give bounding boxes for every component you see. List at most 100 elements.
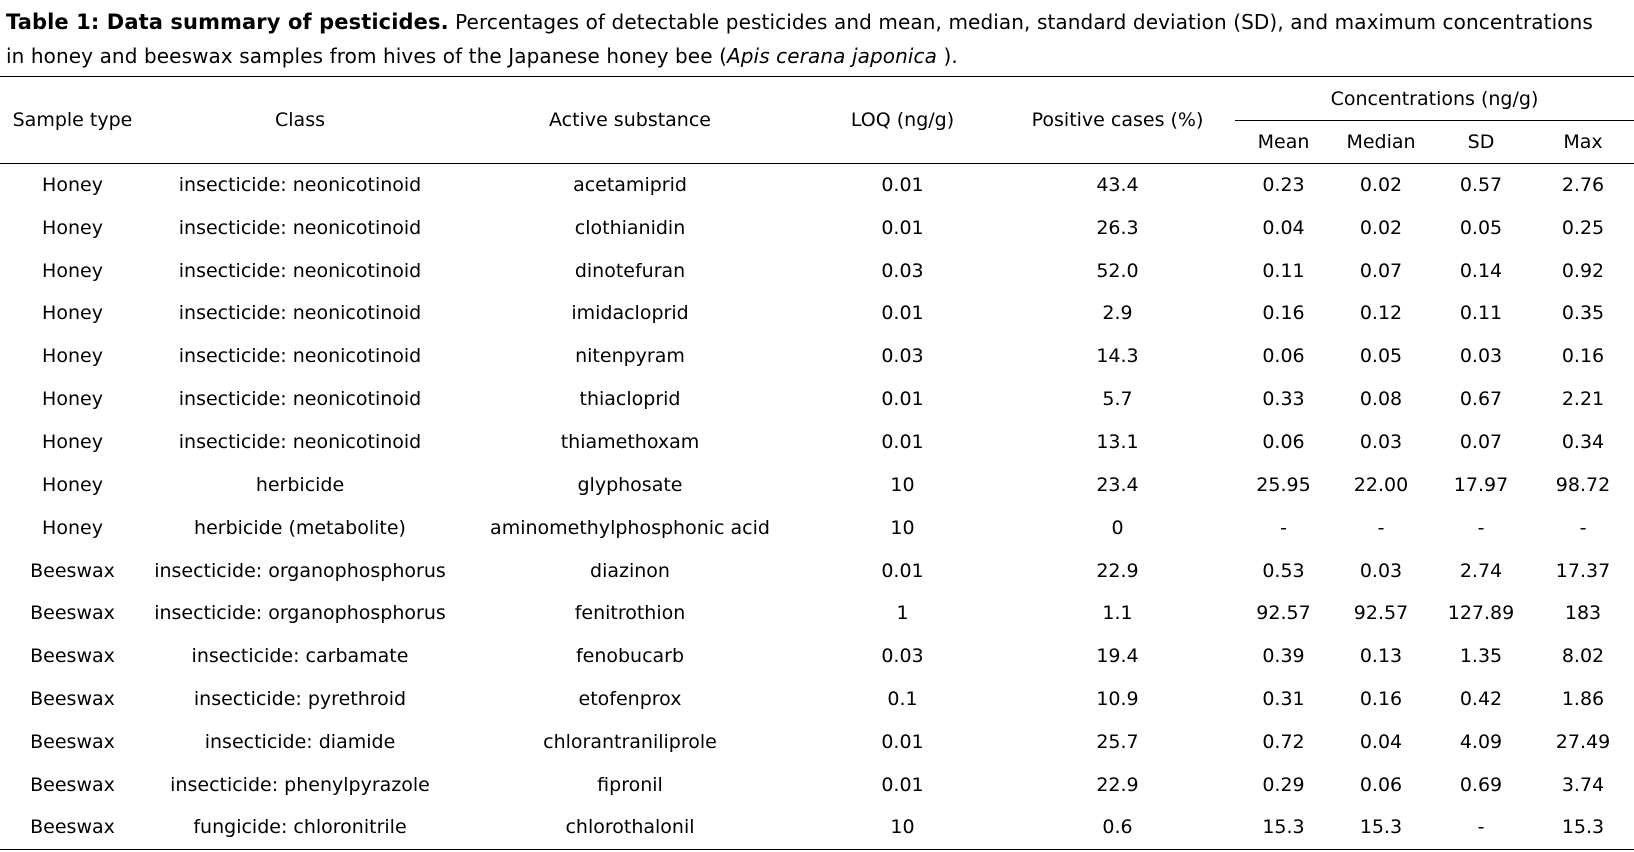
column-header-class: Class <box>145 76 455 164</box>
column-header-active-substance: Active substance <box>455 76 805 164</box>
cell-max: 1.86 <box>1561 688 1605 711</box>
cell-positive-cases: 13.1 <box>1096 430 1139 453</box>
cell-sample-type: Honey <box>42 259 103 282</box>
table-row: Honey insecticide: neonicotinoid thiametho… <box>0 421 1634 464</box>
column-group-concentrations: Concentrations (ng/g) <box>1235 76 1634 121</box>
table-caption: Table 1: Data summary of pesticides. Per… <box>0 0 1634 76</box>
cell-mean: 0.29 <box>1262 773 1305 796</box>
cell-loq: 0.01 <box>881 773 924 796</box>
caption-title: Table 1: Data summary of pesticides. <box>6 10 449 34</box>
cell-positive-cases: 52.0 <box>1096 259 1139 282</box>
cell-class: insecticide: diamide <box>204 730 396 753</box>
cell-sample-type: Honey <box>42 216 103 239</box>
cell-positive-cases: 22.9 <box>1096 773 1139 796</box>
cell-class: insecticide: neonicotinoid <box>178 302 422 325</box>
cell-max: 0.35 <box>1561 302 1605 325</box>
header-row-main: Sample type Class Active substance LOQ (… <box>0 76 1634 164</box>
cell-max: 0.92 <box>1561 259 1605 282</box>
caption-text: in honey and beeswax samples from hives … <box>6 44 727 68</box>
cell-class: insecticide: neonicotinoid <box>178 259 422 282</box>
cell-median: 0.03 <box>1359 559 1403 582</box>
pesticide-summary-table: Sample type Class Active substance LOQ (… <box>0 76 1634 850</box>
cell-loq: 0.01 <box>881 730 924 753</box>
column-header-positive-cases: Positive cases (%) <box>1000 76 1235 164</box>
cell-positive-cases: 2.9 <box>1102 302 1133 325</box>
cell-loq: 1 <box>896 602 909 625</box>
cell-active-substance: clothianidin <box>574 216 686 239</box>
cell-sample-type: Honey <box>42 430 103 453</box>
cell-class: insecticide: phenylpyrazole <box>170 773 430 796</box>
cell-median: 0.04 <box>1359 730 1403 753</box>
cell-sd: 0.57 <box>1459 174 1503 197</box>
cell-mean: 0.11 <box>1262 259 1305 282</box>
cell-sample-type: Beeswax <box>30 645 115 668</box>
cell-mean: - <box>1280 516 1287 539</box>
cell-mean: 25.95 <box>1256 473 1311 496</box>
cell-loq: 0.03 <box>881 345 924 368</box>
cell-active-substance: imidacloprid <box>571 302 689 325</box>
cell-mean: 92.57 <box>1256 602 1311 625</box>
table-row: Beeswax insecticide: diamide chlorantranil… <box>0 720 1634 763</box>
cell-median: - <box>1377 516 1385 539</box>
cell-sample-type: Honey <box>42 345 103 368</box>
table-row: Honey herbicide glyphosate 10 23.4 25.95 22.00… <box>0 463 1634 506</box>
cell-active-substance: acetamiprid <box>573 174 687 197</box>
cell-loq: 10 <box>890 516 915 539</box>
cell-median: 0.03 <box>1359 430 1403 453</box>
table-row: Beeswax insecticide: organophosphorus diaz… <box>0 549 1634 592</box>
caption-text: Percentages of detectable pesticides and… <box>448 10 1593 34</box>
cell-mean: 0.33 <box>1262 388 1305 411</box>
cell-max: 0.16 <box>1561 345 1605 368</box>
cell-sample-type: Honey <box>42 473 103 496</box>
column-header-mean: Mean <box>1235 120 1332 164</box>
cell-active-substance: chlorothalonil <box>455 806 805 850</box>
cell-positive-cases: 1.1 <box>1102 602 1133 625</box>
cell-median: 0.05 <box>1359 345 1403 368</box>
cell-positive-cases: 26.3 <box>1096 216 1139 239</box>
cell-positive-cases: 22.9 <box>1096 559 1139 582</box>
cell-max: 0.34 <box>1561 430 1605 453</box>
cell-sd: 0.67 <box>1459 388 1503 411</box>
cell-mean: 0.39 <box>1262 645 1305 668</box>
cell-positive-cases: 5.7 <box>1102 388 1133 411</box>
caption-line-2: in honey and beeswax samples from hives … <box>6 39 1628 73</box>
cell-class: fungicide: chloronitrile <box>145 806 455 850</box>
cell-class: herbicide <box>255 473 345 496</box>
cell-max: 183 <box>1564 602 1602 625</box>
cell-sd: 0.69 <box>1459 773 1503 796</box>
table-row: Beeswax insecticide: pyrethroid etofenprox… <box>0 678 1634 721</box>
cell-median: 0.16 <box>1359 688 1403 711</box>
cell-class: insecticide: neonicotinoid <box>178 216 422 239</box>
cell-sample-type: Beeswax <box>30 559 115 582</box>
table-row: Honey insecticide: neonicotinoid thiaclopr… <box>0 378 1634 421</box>
cell-loq: 0.01 <box>881 216 924 239</box>
table-row: Beeswax insecticide: organophosphorus feni… <box>0 592 1634 635</box>
cell-active-substance: thiamethoxam <box>560 430 700 453</box>
cell-median: 0.02 <box>1359 174 1403 197</box>
cell-sample-type: Honey <box>42 302 103 325</box>
cell-class: herbicide (metabolite) <box>194 516 406 539</box>
cell-positive-cases: 10.9 <box>1096 688 1139 711</box>
cell-median: 0.06 <box>1359 773 1403 796</box>
cell-median: 0.07 <box>1359 259 1403 282</box>
cell-sample-type: Honey <box>42 388 103 411</box>
table-header: Sample type Class Active substance LOQ (… <box>0 76 1634 164</box>
cell-max: 17.37 <box>1555 559 1611 582</box>
cell-max: 8.02 <box>1561 645 1605 668</box>
cell-sample-type: Beeswax <box>30 688 115 711</box>
cell-active-substance: nitenpyram <box>575 345 685 368</box>
cell-active-substance: thiacloprid <box>579 388 681 411</box>
cell-class: insecticide: pyrethroid <box>193 688 407 711</box>
cell-class: insecticide: neonicotinoid <box>178 430 422 453</box>
cell-sample-type: Honey <box>42 174 103 197</box>
table-row: Honey insecticide: neonicotinoid acetamipr… <box>0 164 1634 207</box>
cell-loq: 10 <box>805 806 1000 850</box>
species-name: Apis cerana japonica <box>726 44 937 68</box>
cell-mean: 0.23 <box>1262 174 1305 197</box>
cell-active-substance: fipronil <box>597 773 663 796</box>
cell-sd: 2.74 <box>1459 559 1503 582</box>
column-header-median: Median <box>1332 120 1430 164</box>
cell-median: 0.02 <box>1359 216 1403 239</box>
cell-sd: 0.07 <box>1459 430 1503 453</box>
cell-mean: 0.53 <box>1262 559 1305 582</box>
